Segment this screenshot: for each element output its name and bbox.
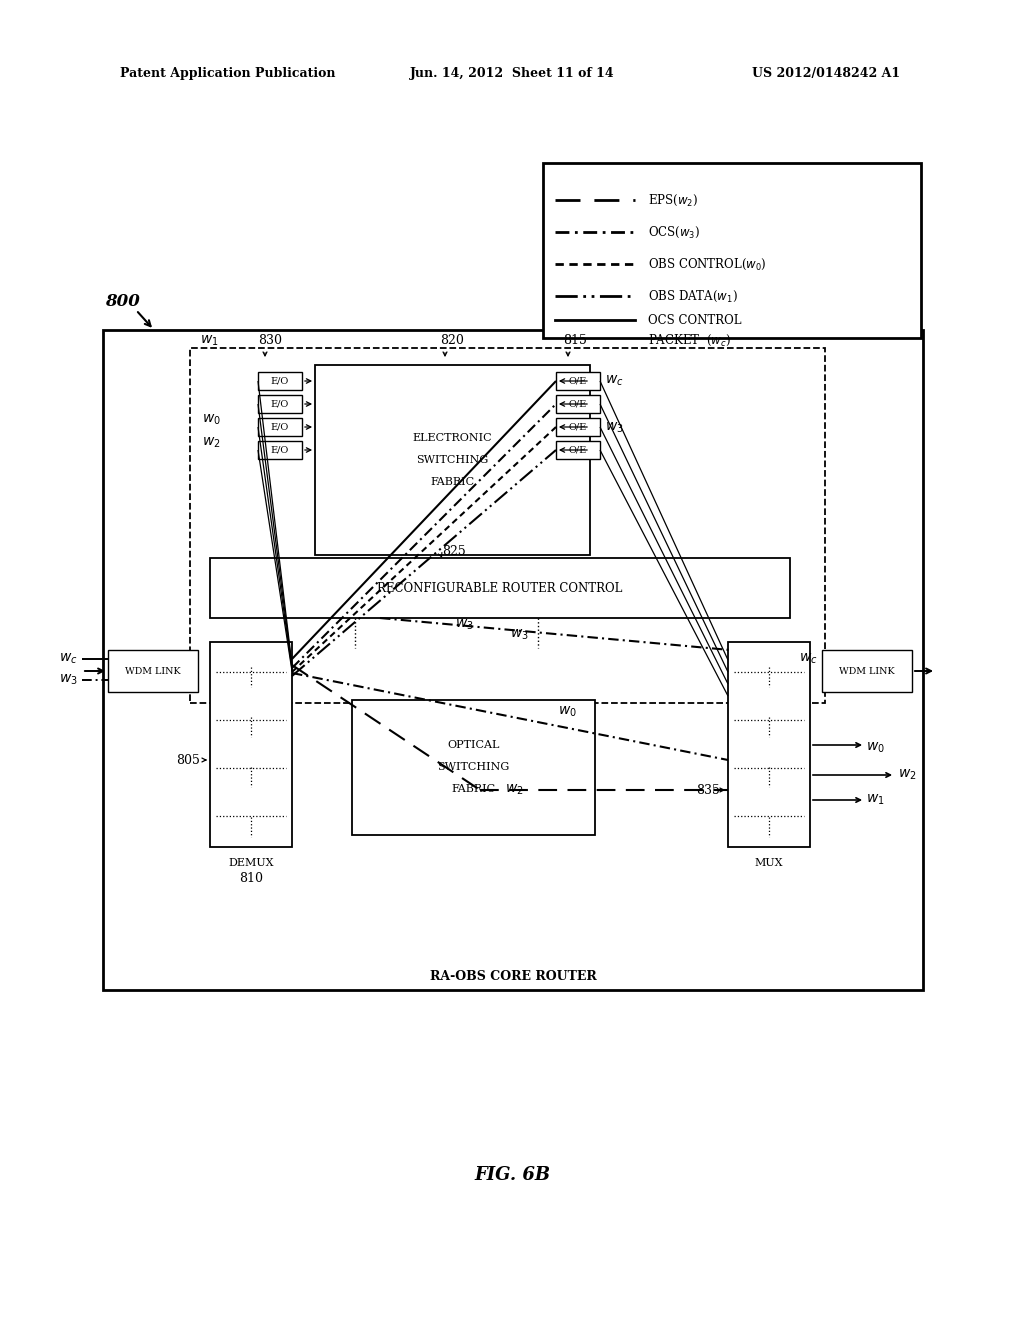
Text: $\mathit{w}_0$: $\mathit{w}_0$ (202, 413, 221, 428)
Text: $\mathit{w}_3$: $\mathit{w}_3$ (605, 421, 624, 436)
Bar (543, 162, 921, 338)
Text: $\mathit{w}_0$: $\mathit{w}_0$ (558, 705, 577, 719)
Text: E/O: E/O (271, 376, 289, 385)
Text: OBS CONTROL($\mathit{w}_0$): OBS CONTROL($\mathit{w}_0$) (648, 256, 767, 272)
Text: 800: 800 (105, 293, 140, 310)
Text: Patent Application Publication: Patent Application Publication (120, 66, 336, 79)
Bar (258, 441, 302, 459)
Bar (822, 649, 912, 692)
Text: $\mathit{w}_c$: $\mathit{w}_c$ (605, 374, 624, 388)
Text: 810: 810 (239, 873, 263, 886)
Text: $\mathit{w}_c$: $\mathit{w}_c$ (59, 652, 78, 667)
Text: E/O: E/O (271, 422, 289, 432)
Bar (352, 700, 595, 836)
Text: $\mathit{w}_c$: $\mathit{w}_c$ (800, 652, 818, 667)
Text: O/E: O/E (569, 422, 587, 432)
Text: FABRIC: FABRIC (452, 784, 496, 795)
Text: ELECTRONIC: ELECTRONIC (413, 433, 493, 444)
Text: FABRIC: FABRIC (430, 477, 474, 487)
Text: 815: 815 (563, 334, 587, 347)
Text: PACKET  ($\mathit{w_c}$): PACKET ($\mathit{w_c}$) (648, 333, 731, 347)
Text: E/O: E/O (271, 400, 289, 408)
Text: SWITCHING: SWITCHING (417, 455, 488, 465)
Text: RECONFIGURABLE ROUTER CONTROL: RECONFIGURABLE ROUTER CONTROL (377, 582, 623, 594)
Text: FIG. 6B: FIG. 6B (474, 1166, 550, 1184)
Text: 820: 820 (440, 334, 464, 347)
Text: $\mathit{w}_3$: $\mathit{w}_3$ (59, 673, 78, 688)
Text: O/E: O/E (569, 376, 587, 385)
Text: 825: 825 (442, 545, 466, 558)
Text: Jun. 14, 2012  Sheet 11 of 14: Jun. 14, 2012 Sheet 11 of 14 (410, 66, 614, 79)
Bar (210, 558, 790, 618)
Text: 835: 835 (696, 784, 720, 796)
Text: $\mathit{w}_2$: $\mathit{w}_2$ (505, 783, 523, 797)
Text: 830: 830 (258, 334, 282, 347)
Text: RA-OBS CORE ROUTER: RA-OBS CORE ROUTER (430, 969, 596, 982)
Text: $\mathit{w}_2$: $\mathit{w}_2$ (202, 436, 220, 450)
Text: $\mathit{w}_1$: $\mathit{w}_1$ (200, 334, 218, 348)
Bar (556, 395, 600, 413)
Text: OPTICAL: OPTICAL (447, 741, 500, 751)
Bar (190, 348, 825, 704)
Text: $\mathit{w}_2$: $\mathit{w}_2$ (898, 768, 916, 783)
Text: WDM LINK: WDM LINK (840, 667, 895, 676)
Text: $\mathit{w}_3$: $\mathit{w}_3$ (455, 618, 474, 632)
Text: $\mathit{w}_1$: $\mathit{w}_1$ (866, 793, 885, 808)
Text: DEMUX: DEMUX (228, 858, 273, 869)
Bar (556, 372, 600, 389)
Text: E/O: E/O (271, 446, 289, 454)
Text: EPS($\mathit{w}_2$): EPS($\mathit{w}_2$) (648, 193, 698, 207)
Bar (103, 330, 923, 990)
Text: SWITCHING: SWITCHING (437, 763, 510, 772)
Bar (556, 441, 600, 459)
Text: OCS CONTROL: OCS CONTROL (648, 314, 741, 326)
Text: O/E: O/E (569, 446, 587, 454)
Text: US 2012/0148242 A1: US 2012/0148242 A1 (752, 66, 900, 79)
Text: OCS($\mathit{w}_3$): OCS($\mathit{w}_3$) (648, 224, 700, 240)
Text: 805: 805 (176, 754, 200, 767)
Bar (258, 418, 302, 436)
Bar (556, 418, 600, 436)
Bar (108, 649, 198, 692)
Bar (258, 395, 302, 413)
Text: OBS DATA($\mathit{w}_1$): OBS DATA($\mathit{w}_1$) (648, 288, 738, 304)
Bar (210, 642, 292, 847)
Text: WDM LINK: WDM LINK (125, 667, 181, 676)
Bar (315, 366, 590, 554)
Text: MUX: MUX (755, 858, 783, 869)
Bar (728, 642, 810, 847)
Text: $\mathit{w}_3$: $\mathit{w}_3$ (510, 628, 528, 643)
Text: $\mathit{w}_0$: $\mathit{w}_0$ (866, 741, 885, 755)
Bar (258, 372, 302, 389)
Text: O/E: O/E (569, 400, 587, 408)
